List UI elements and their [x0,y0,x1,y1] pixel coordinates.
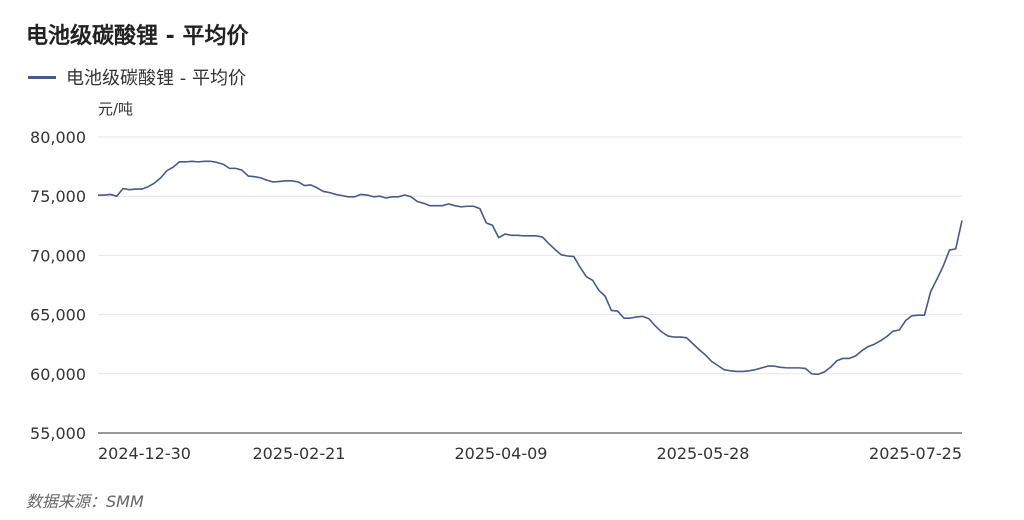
legend: 电池级碳酸锂 - 平均价 [28,64,246,90]
y-tick-label: 80,000 [30,128,86,147]
y-tick-label: 75,000 [30,187,86,206]
x-tick-label: 2024-12-30 [98,444,191,463]
series-line [98,160,963,376]
x-tick-label: 2025-05-28 [657,444,750,463]
chart-title: 电池级碳酸锂 - 平均价 [26,24,249,49]
legend-swatch [28,75,56,79]
y-tick-label: 70,000 [30,246,86,265]
y-tick-label: 55,000 [30,424,86,443]
y-axis-unit: 元/吨 [98,100,134,118]
y-tick-label: 65,000 [30,306,86,325]
legend-label: 电池级碳酸锂 - 平均价 [66,68,246,89]
x-tick-label: 2025-04-09 [455,444,548,463]
x-tick-label: 2025-07-25 [869,444,962,463]
x-tick-label: 2025-02-21 [253,444,346,463]
data-source: 数据来源：SMM [26,492,144,511]
y-tick-label: 60,000 [30,365,86,384]
